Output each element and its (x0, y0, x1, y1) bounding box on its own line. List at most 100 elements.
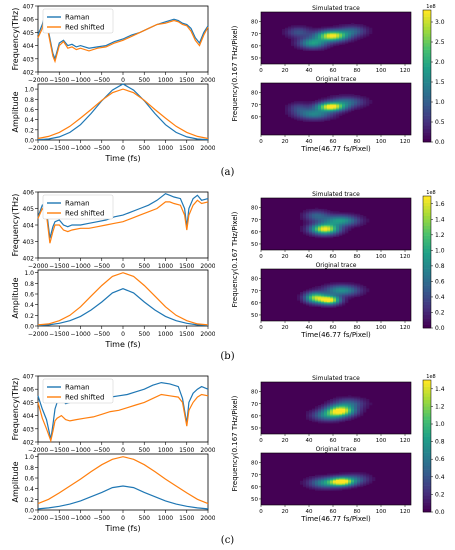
simulated-trace-cell (318, 211, 322, 213)
simulated-trace-cell (357, 413, 361, 415)
simulated-trace-cell (315, 231, 319, 234)
simulated-trace-cell (342, 214, 346, 217)
simulated-trace-cell (291, 42, 295, 44)
original-trace-cell (360, 97, 364, 100)
original-trace-cell (327, 283, 331, 286)
original-trace-cell (333, 284, 337, 287)
x-tick-label: 120 (400, 438, 411, 444)
original-trace-cell (309, 290, 313, 293)
simulated-trace-cell (312, 219, 316, 222)
simulated-trace-cell (324, 31, 328, 33)
colorbar-segment (423, 105, 431, 110)
colorbar-segment (423, 508, 431, 513)
original-trace-cell (339, 486, 343, 489)
original-trace-cell (306, 482, 310, 484)
simulated-trace-cell (354, 34, 358, 37)
original-trace-cell (327, 108, 331, 110)
simulated-trace-cell (306, 212, 310, 215)
original-trace-cell (297, 104, 301, 107)
original-trace-cell (330, 475, 334, 478)
simulated-trace-cell (363, 408, 367, 411)
simulated-trace-cell (321, 225, 325, 228)
original-trace-cell (303, 478, 307, 480)
original-trace-cell (336, 294, 340, 296)
original-trace-cell (330, 97, 334, 100)
simulated-trace-cell (324, 220, 328, 223)
original-trace-cell (321, 110, 325, 113)
original-trace-cell (345, 475, 349, 478)
simulated-trace-cell (345, 39, 349, 42)
simulated-trace-cell (342, 42, 346, 44)
simulated-trace-cell (309, 413, 313, 415)
colorbar-segment (423, 304, 431, 309)
original-trace-cell (342, 302, 346, 305)
original-trace-cell (321, 477, 325, 479)
original-trace-cell (345, 300, 349, 302)
original-trace-cell (339, 107, 343, 109)
simulated-trace-cell (345, 413, 349, 415)
x-tick-label: 60 (330, 139, 337, 145)
simulated-trace-cell (339, 223, 343, 225)
colorbar-segment (423, 505, 431, 509)
original-trace-cell (324, 99, 328, 102)
original-trace-cell (324, 119, 328, 121)
simulated-trace-cell (333, 43, 337, 45)
original-trace-cell (330, 107, 334, 109)
original-trace-cell (351, 95, 355, 97)
original-trace-cell (318, 475, 322, 478)
simulated-trace-cell (303, 36, 307, 38)
original-trace-cell (318, 101, 322, 103)
simulated-trace-cell (363, 397, 367, 400)
x-tick-label: 80 (354, 254, 361, 260)
original-trace-cell (339, 98, 343, 101)
simulated-trace-cell (291, 36, 295, 38)
colorbar-segment (423, 383, 431, 387)
simulated-trace-cell (348, 39, 352, 42)
original-trace-cell (330, 305, 334, 307)
simulated-trace-cell (336, 228, 340, 230)
original-trace-cell (333, 96, 337, 98)
original-trace-cell (351, 96, 355, 98)
original-trace-cell (357, 480, 361, 483)
original-trace-cell (333, 300, 337, 302)
simulated-trace-cell (348, 222, 352, 224)
simulated-trace-cell (360, 222, 364, 224)
original-trace-cell (324, 306, 328, 308)
simulated-trace-cell (363, 222, 367, 224)
y-tick-label: 0.0 (24, 138, 34, 145)
simulated-trace-cell (315, 211, 319, 213)
simulated-trace-cell (363, 26, 367, 29)
simulated-trace-cell (318, 30, 322, 32)
simulated-trace-cell (351, 407, 355, 409)
simulated-trace-cell (327, 26, 331, 29)
y-tick-label: 0.0 (24, 508, 34, 515)
simulated-trace-cell (339, 419, 343, 421)
original-trace-cell (321, 479, 325, 482)
legend-label: Raman (65, 384, 90, 392)
colorbar-segment (423, 419, 431, 424)
original-trace-cell (318, 291, 322, 294)
simulated-trace-cell (333, 403, 337, 406)
simulated-trace-cell (339, 411, 343, 413)
simulated-trace-cell (342, 28, 346, 31)
original-trace-cell (342, 289, 346, 292)
original-trace-cell (357, 107, 361, 109)
legend-label: Red shifted (65, 24, 104, 32)
x-axis-label: Time(46.77 fs/Pixel) (300, 331, 371, 339)
simulated-trace-cell (324, 406, 328, 408)
colorbar-segment (423, 19, 431, 24)
simulated-trace-cell (333, 408, 337, 411)
original-trace-cell (306, 480, 310, 483)
simulated-trace-cell (318, 227, 322, 229)
simulated-trace-cell (282, 28, 286, 31)
original-trace-cell (291, 113, 295, 115)
simulated-trace-cell (327, 230, 331, 233)
original-trace-cell (312, 113, 316, 115)
simulated-trace-cell (318, 414, 322, 417)
simulated-trace-cell (348, 223, 352, 225)
original-trace-cell (336, 114, 340, 116)
simulated-trace-cell (312, 214, 316, 217)
simulated-trace-cell (333, 404, 337, 407)
simulated-trace-cell (357, 37, 361, 39)
simulated-trace-cell (336, 408, 340, 411)
